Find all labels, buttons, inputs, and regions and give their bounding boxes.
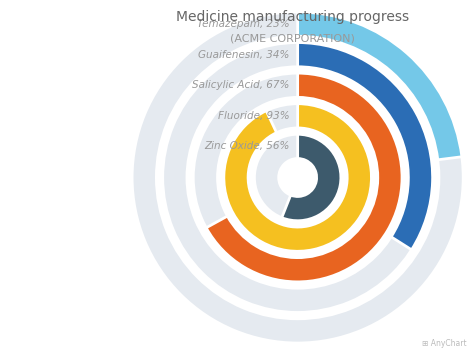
Wedge shape	[224, 104, 371, 251]
Wedge shape	[224, 104, 371, 251]
Text: (ACME CORPORATION): (ACME CORPORATION)	[230, 33, 355, 43]
Wedge shape	[282, 134, 341, 221]
Wedge shape	[193, 73, 402, 282]
Wedge shape	[206, 73, 402, 282]
Text: Guaifenesin, 34%: Guaifenesin, 34%	[198, 50, 289, 60]
Wedge shape	[254, 134, 341, 221]
Wedge shape	[298, 43, 433, 250]
Wedge shape	[298, 12, 462, 160]
Text: Fluoride, 93%: Fluoride, 93%	[218, 111, 289, 121]
Text: Zinc Oxide, 56%: Zinc Oxide, 56%	[204, 141, 289, 151]
Text: Salicylic Acid, 67%: Salicylic Acid, 67%	[192, 80, 289, 90]
Wedge shape	[132, 12, 463, 343]
Text: Temazepam, 23%: Temazepam, 23%	[197, 19, 289, 29]
Text: Medicine manufacturing progress: Medicine manufacturing progress	[176, 11, 410, 24]
Wedge shape	[163, 43, 433, 312]
Text: ⊞ AnyChart: ⊞ AnyChart	[422, 339, 467, 348]
